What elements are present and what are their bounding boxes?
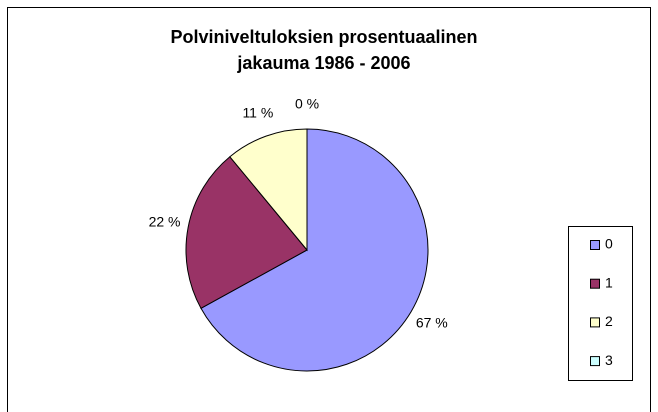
chart-title: jakauma 1986 - 2006 — [236, 53, 410, 73]
pie-slice — [229, 128, 308, 252]
legend-swatch — [590, 240, 600, 250]
legend-swatch — [590, 356, 600, 367]
pie-slice — [185, 156, 308, 309]
legend-label: 1 — [605, 274, 613, 290]
data-label: 11 % — [242, 104, 273, 120]
legend-label: 0 — [605, 236, 613, 252]
legend-swatch — [590, 317, 600, 328]
legend-label: 3 — [605, 352, 613, 368]
legend-label: 2 — [605, 313, 613, 329]
chart-title: Polviniveltuloksien prosentuaalinen — [170, 27, 477, 47]
data-label: 22 % — [149, 214, 181, 230]
pie-slice — [200, 128, 429, 372]
data-label: 67 % — [416, 315, 448, 331]
legend-box — [568, 226, 633, 381]
legend-swatch — [590, 278, 600, 289]
data-label: 0 % — [295, 96, 319, 112]
